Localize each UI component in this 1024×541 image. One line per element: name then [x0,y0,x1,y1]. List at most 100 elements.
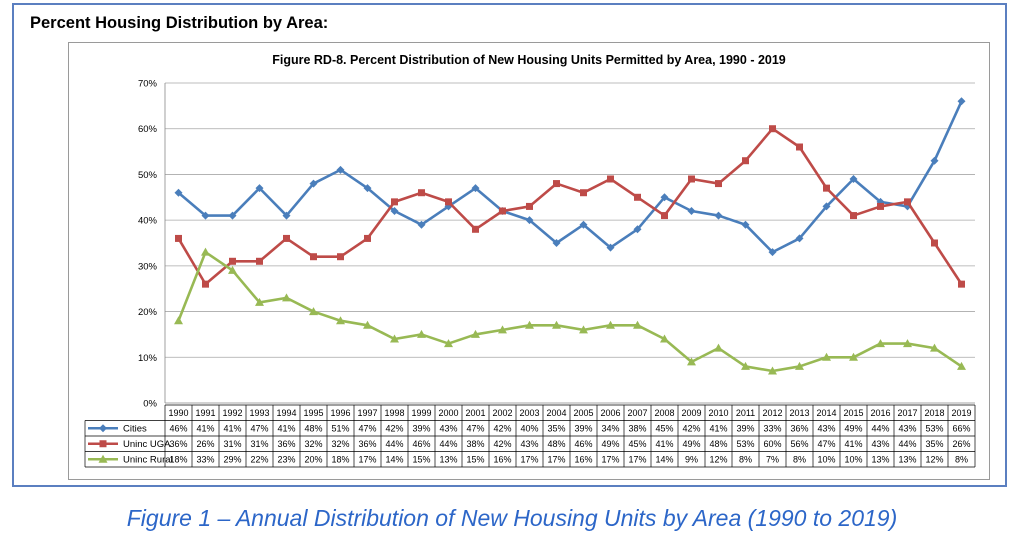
data-label: 45% [655,424,673,434]
data-point [607,175,614,183]
data-point [336,316,345,325]
data-label: 17% [358,455,376,465]
data-point [822,202,831,211]
x-tick-label: 2004 [546,408,566,418]
data-label: 38% [466,439,484,449]
series-line-cities [177,100,963,254]
x-tick-label: 2007 [627,408,647,418]
data-label: 48% [709,439,727,449]
data-point [553,180,560,188]
data-point [660,193,669,202]
legend-label: Uninc UGA [123,439,171,450]
data-point [903,339,912,348]
data-label: 14% [385,455,403,465]
data-label: 44% [898,439,916,449]
data-label: 8% [793,455,806,465]
data-label: 12% [709,455,727,465]
data-point [660,334,669,343]
x-tick-label: 1993 [249,408,269,418]
data-label: 10% [844,455,862,465]
x-tick-label: 1992 [222,408,242,418]
data-label: 42% [385,424,403,434]
data-point [606,243,615,252]
data-label: 33% [196,455,214,465]
data-point [336,165,345,174]
data-label: 44% [439,439,457,449]
data-point [687,207,696,215]
data-point [741,220,750,229]
data-point [229,257,236,265]
data-label: 16% [493,455,511,465]
data-label: 51% [331,424,349,434]
data-label: 45% [628,439,646,449]
x-tick-label: 1990 [168,408,188,418]
data-point [175,234,182,242]
chart-area: Figure RD-8. Percent Distribution of New… [68,42,990,480]
data-label: 41% [844,439,862,449]
data-point [930,156,939,165]
data-point [958,280,965,288]
legend-key-marker [99,440,107,448]
data-label: 46% [574,439,592,449]
data-point [633,320,642,329]
data-point [471,329,480,338]
data-point [904,198,911,206]
data-label: 17% [520,455,538,465]
data-label: 39% [736,424,754,434]
data-point [552,239,561,247]
data-label: 46% [412,439,430,449]
legend-key-marker [98,454,108,463]
x-tick-label: 2009 [681,408,701,418]
data-label: 15% [466,455,484,465]
data-label: 42% [493,439,511,449]
y-tick-label: 70% [138,79,158,90]
data-label: 47% [817,439,835,449]
data-point [714,211,723,220]
y-tick-label: 50% [138,170,158,181]
data-label: 22% [250,455,268,465]
x-tick-label: 2008 [654,408,674,418]
data-label: 66% [952,424,970,434]
data-point [282,211,291,220]
data-label: 13% [871,455,889,465]
data-point [687,357,696,366]
y-tick-label: 60% [138,124,158,135]
line-chart: 0% 10% 20% 30% 40% 50% 60% 70% 1990 1991 1992 1993 1… [84,79,976,468]
data-label: 49% [844,424,862,434]
x-tick-label: 1991 [195,408,215,418]
data-point [309,179,318,188]
data-label: 39% [574,424,592,434]
data-label: 40% [520,424,538,434]
data-point [309,307,318,316]
data-label: 49% [601,439,619,449]
data-point [174,188,183,197]
data-point [202,280,209,288]
data-point [499,207,506,215]
data-point [957,361,966,370]
x-tick-label: 2006 [600,408,620,418]
data-label: 43% [817,424,835,434]
data-label: 41% [196,424,214,434]
x-tick-label: 2005 [573,408,593,418]
data-point [337,253,344,261]
data-point [742,157,749,165]
data-point [364,234,371,242]
data-label: 41% [655,439,673,449]
data-point [741,361,750,370]
x-tick-label: 2014 [816,408,836,418]
x-tick-label: 2011 [736,408,755,418]
legend-label: Cities [123,424,147,435]
data-point [930,343,939,352]
data-point [282,293,291,302]
data-point [201,247,210,256]
data-label: 39% [412,424,430,434]
data-label: 48% [547,439,565,449]
data-label: 53% [736,439,754,449]
x-tick-label: 1996 [330,408,350,418]
data-point [795,234,804,243]
data-label: 9% [685,455,698,465]
x-tick-label: 2012 [762,408,782,418]
data-point [444,339,453,348]
data-label: 18% [331,455,349,465]
x-tick-label: 1998 [384,408,404,418]
